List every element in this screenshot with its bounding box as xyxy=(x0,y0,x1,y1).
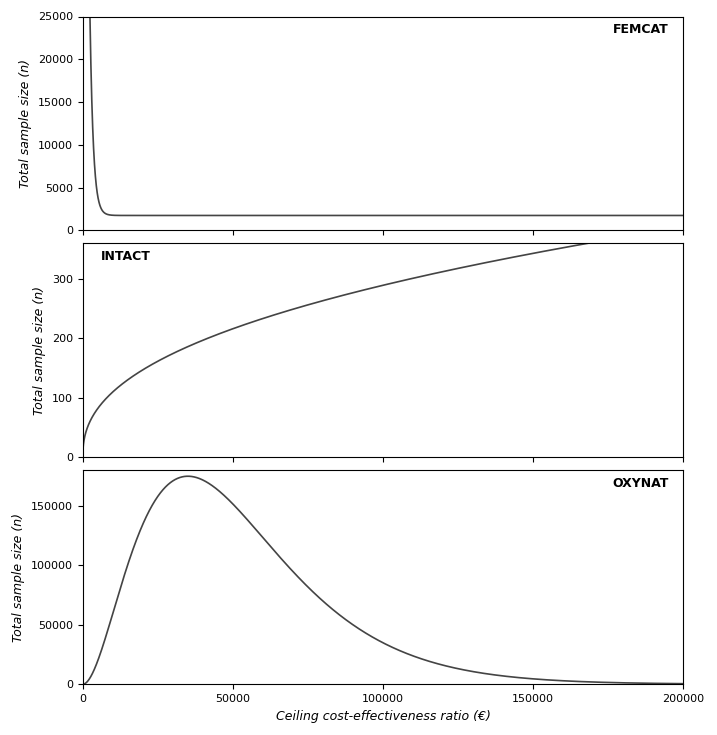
Text: OXYNAT: OXYNAT xyxy=(612,477,668,490)
Text: INTACT: INTACT xyxy=(101,250,151,263)
Y-axis label: Total sample size (n): Total sample size (n) xyxy=(34,286,47,415)
Y-axis label: Total sample size (n): Total sample size (n) xyxy=(19,59,32,188)
X-axis label: Ceiling cost-effectiveness ratio (€): Ceiling cost-effectiveness ratio (€) xyxy=(275,709,490,723)
Y-axis label: Total sample size (n): Total sample size (n) xyxy=(12,513,26,642)
Text: FEMCAT: FEMCAT xyxy=(612,23,668,36)
